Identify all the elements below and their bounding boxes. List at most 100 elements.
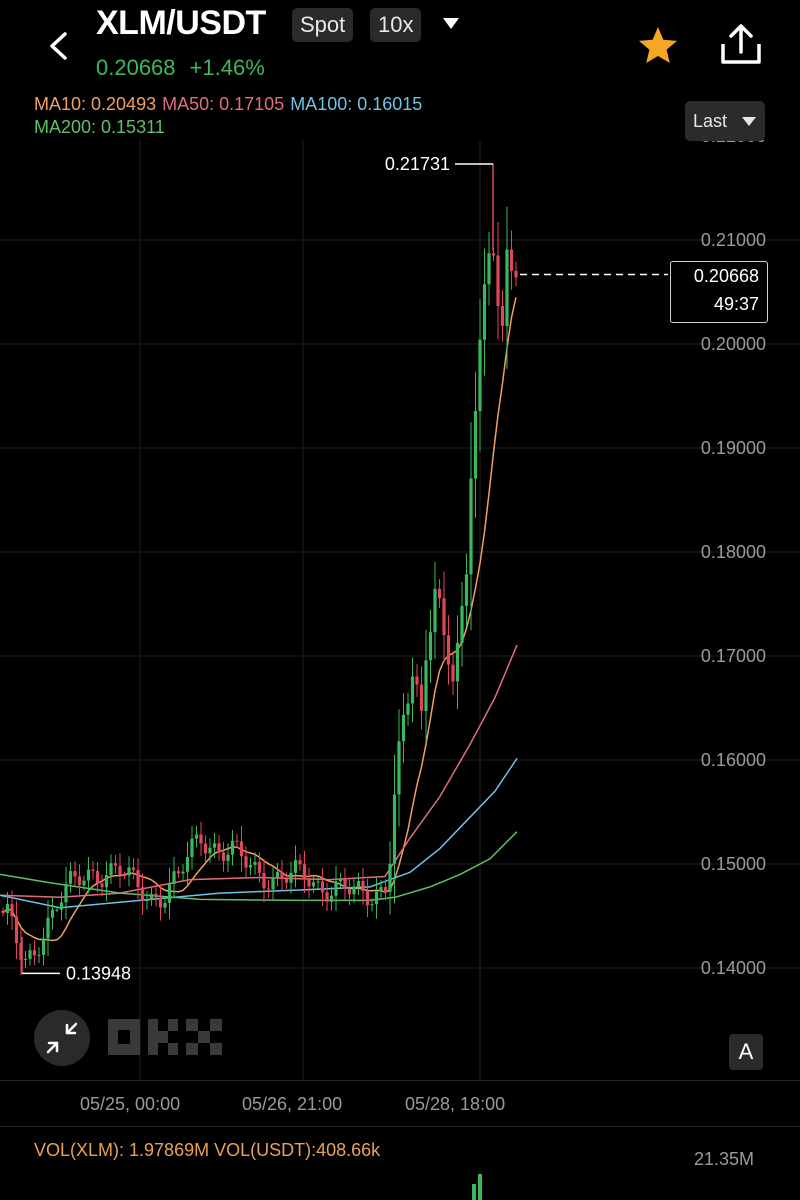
moving-average-lines <box>0 297 518 942</box>
chart-annotations: 0.21731 0.13948 <box>22 154 668 983</box>
ma100-label: MA100: 0.16015 <box>290 94 423 114</box>
candle-body <box>104 875 109 888</box>
candle-body <box>68 871 73 884</box>
candle-body <box>293 860 298 873</box>
current-price-tag: 0.20668 49:37 <box>670 261 768 323</box>
candle-body <box>163 902 167 908</box>
star-icon <box>639 27 677 63</box>
candle-body <box>77 876 82 886</box>
candle-body <box>392 794 397 864</box>
candle-body <box>190 838 194 857</box>
candle-body <box>5 904 10 913</box>
candle-body <box>302 864 307 880</box>
candle-body <box>158 897 163 908</box>
price-axis-label: 0.21000 <box>701 230 766 250</box>
ma50-line <box>0 644 518 899</box>
current-price-value: 0.20668 <box>693 266 759 286</box>
candle-body <box>320 881 325 893</box>
candle-body <box>95 871 100 884</box>
candle-body <box>338 878 343 882</box>
candle-body <box>19 943 23 960</box>
candle-body <box>374 891 379 905</box>
candle-body <box>271 877 275 890</box>
candle-body <box>266 888 271 890</box>
candle-body <box>55 909 59 911</box>
back-button[interactable] <box>40 26 80 66</box>
candle-body <box>212 843 217 848</box>
candle-body <box>46 917 50 939</box>
candle-body <box>275 871 280 878</box>
candle-body <box>145 899 149 902</box>
candle-body <box>176 871 181 874</box>
candle-body <box>203 843 208 854</box>
share-button[interactable] <box>718 22 764 68</box>
candle-body <box>397 741 401 795</box>
candle-body <box>487 253 491 285</box>
dropdown-arrow-icon[interactable] <box>443 18 459 29</box>
volume-legend: VOL(XLM): 1.97869M VOL(USDT):408.66k <box>34 1140 381 1160</box>
candle-body <box>365 891 370 906</box>
candle-body <box>14 916 19 944</box>
candle-body <box>473 410 478 479</box>
candle-body <box>226 854 230 861</box>
ma-legend: MA10: 0.20493 MA50: 0.17105 MA100: 0.16015… <box>34 93 428 139</box>
time-label: 05/26, 21:00 <box>242 1094 343 1114</box>
high-price-label: 0.21731 <box>385 154 450 174</box>
candle-body <box>217 843 221 853</box>
share-icon <box>721 24 761 64</box>
candle-body <box>379 887 383 892</box>
time-label: 05/25, 00:00 <box>80 1094 181 1114</box>
candle-body <box>482 284 487 340</box>
candle-body <box>500 306 505 327</box>
price-type-selector[interactable]: Last <box>685 101 765 141</box>
favorite-button[interactable] <box>636 24 680 68</box>
candle-body <box>28 950 32 959</box>
candle-body <box>41 938 46 955</box>
candle-body <box>352 886 356 895</box>
candle-body <box>208 847 212 854</box>
candle-body <box>194 834 199 839</box>
candle-body <box>415 676 419 685</box>
price-axis-label: 0.17000 <box>701 646 766 666</box>
candle-body <box>491 253 496 256</box>
candle-body <box>410 676 415 704</box>
candle-body <box>280 871 284 879</box>
time-label: 05/28, 18:00 <box>405 1094 506 1114</box>
leverage-badge[interactable]: 10x <box>370 8 422 42</box>
indicator-toggle-button[interactable]: A <box>729 1034 763 1070</box>
candle-body <box>370 904 374 906</box>
candle-body <box>406 703 410 715</box>
candle-body <box>433 588 437 633</box>
candle-body <box>307 879 311 887</box>
candle-body <box>253 861 257 865</box>
candle-body <box>388 863 392 893</box>
candle-body <box>59 902 64 910</box>
candle-body <box>424 660 428 712</box>
price-axis-label: 0.15000 <box>701 854 766 874</box>
candle-body <box>82 880 86 886</box>
candle-body <box>37 954 41 956</box>
candle-body <box>437 588 442 599</box>
collapse-chart-button[interactable] <box>34 1010 90 1066</box>
candle-body <box>298 860 302 865</box>
chart-grid <box>0 140 800 1080</box>
candle-body <box>325 892 329 902</box>
candlestick-chart[interactable]: 0.22000 0.21000 0.20000 0.19000 0.18000 0.170… <box>0 140 800 1080</box>
candle-countdown: 49:37 <box>713 294 759 314</box>
candle-body <box>127 867 131 876</box>
candle-body <box>73 871 77 877</box>
candle-body <box>199 834 203 844</box>
market-type-badge[interactable]: Spot <box>292 8 354 42</box>
candle-body <box>235 840 239 842</box>
pair-title[interactable]: XLM/USDT <box>96 4 266 42</box>
candle-body <box>262 872 266 889</box>
back-arrow-icon <box>50 32 67 60</box>
candle-body <box>334 881 338 896</box>
candle-body <box>428 632 433 661</box>
ma10-label: MA10: 0.20493 <box>34 94 157 114</box>
candle-body <box>419 684 424 712</box>
chart-header: XLM/USDT Spot 10x 0.20668 +1.46% <box>0 0 800 90</box>
candle-body <box>149 893 154 900</box>
candle-body <box>248 864 253 868</box>
candle-body <box>221 852 226 861</box>
